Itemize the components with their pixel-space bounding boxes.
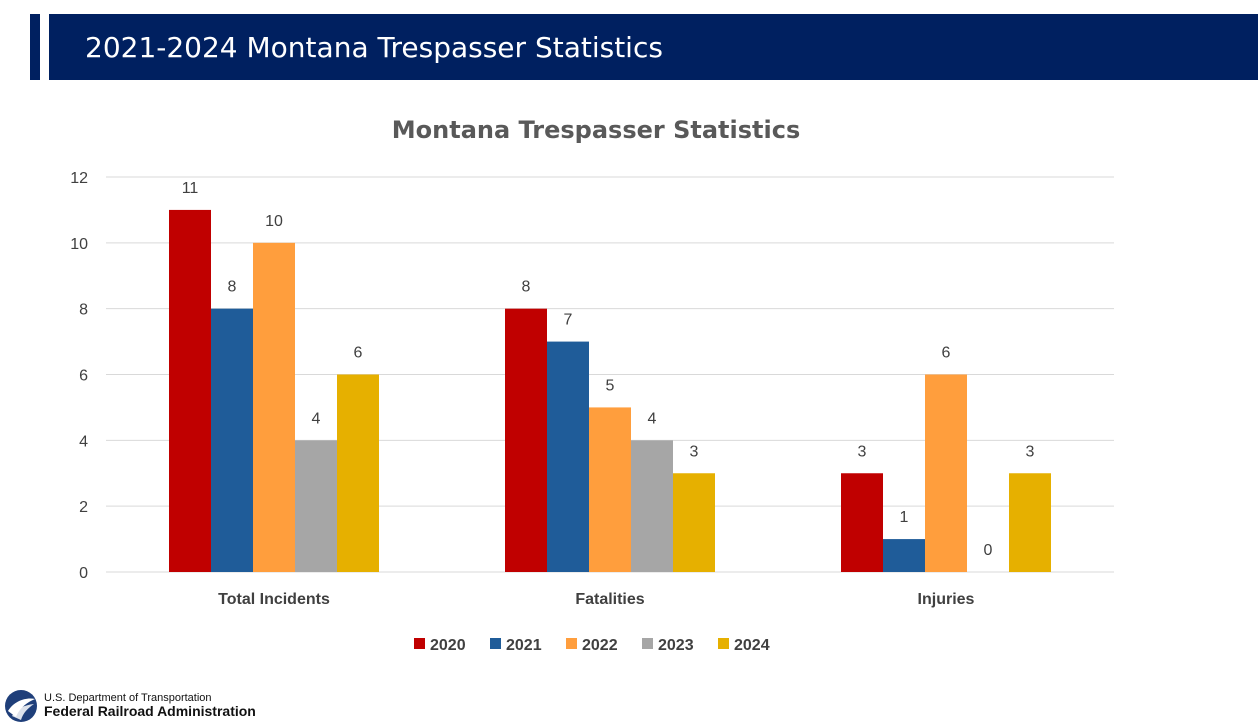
- category-label: Fatalities: [575, 591, 644, 608]
- data-label: 1: [900, 509, 909, 526]
- legend-swatch-2023: [642, 638, 653, 649]
- category-label: Total Incidents: [218, 591, 330, 608]
- footer: U.S. Department of Transportation Federa…: [4, 688, 256, 724]
- legend-label: 2023: [658, 637, 694, 654]
- legend-label: 2021: [506, 637, 542, 654]
- slide-header: 2021-2024 Montana Trespasser Statistics: [49, 14, 1258, 80]
- category-label: Injuries: [918, 591, 975, 608]
- legend-swatch-2024: [718, 638, 729, 649]
- legend-swatch-2020: [414, 638, 425, 649]
- legend-label: 2020: [430, 637, 466, 654]
- y-tick-label: 0: [79, 565, 88, 582]
- bar-2024: [337, 374, 379, 572]
- y-tick-label: 6: [79, 368, 88, 385]
- data-label: 3: [1026, 443, 1035, 460]
- bar-2024: [673, 473, 715, 572]
- legend-label: 2022: [582, 637, 618, 654]
- footer-department: U.S. Department of Transportation: [44, 691, 212, 704]
- data-label: 6: [942, 345, 951, 362]
- y-tick-label: 12: [70, 170, 88, 187]
- category-labels: Total Incidents Fatalities Injuries: [218, 591, 974, 608]
- data-labels: 11 8 10 4 6 8 7 5 4 3 3 1 6 0 3: [182, 180, 1035, 559]
- y-tick-label: 4: [79, 433, 88, 450]
- bar-2023: [295, 440, 337, 572]
- footer-agency: Federal Railroad Administration: [44, 703, 256, 720]
- bar-2021: [211, 308, 253, 572]
- legend-swatch-2021: [490, 638, 501, 649]
- data-label: 10: [265, 213, 283, 230]
- data-label: 3: [690, 443, 699, 460]
- data-label: 4: [648, 410, 657, 427]
- y-tick-label: 8: [79, 302, 88, 319]
- data-label: 8: [522, 279, 531, 296]
- chart-bars: [169, 209, 1051, 573]
- bar-chart: Montana Trespasser Statistics 024681012 …: [70, 116, 1114, 654]
- header-accent-bar: [30, 14, 40, 80]
- y-tick-label: 10: [70, 236, 88, 253]
- bar-2020: [505, 308, 547, 572]
- bar-2022: [925, 374, 967, 572]
- dot-logo-icon: [5, 690, 37, 722]
- data-label: 7: [564, 312, 573, 329]
- y-tick-label: 2: [79, 499, 88, 516]
- data-label: 4: [312, 410, 321, 427]
- bar-2021: [883, 539, 925, 572]
- data-label: 3: [858, 443, 867, 460]
- legend-label: 2024: [734, 637, 770, 654]
- bar-2021: [547, 341, 589, 572]
- bar-2022: [589, 407, 631, 572]
- data-label: 11: [182, 180, 199, 197]
- bar-2022: [253, 242, 295, 573]
- bar-2024: [1009, 473, 1051, 572]
- data-label: 8: [228, 279, 237, 296]
- bar-2020: [841, 473, 883, 572]
- bar-2023: [631, 440, 673, 572]
- y-axis-ticks: 0 2 4 6 8 10 12: [70, 170, 88, 582]
- data-label: 0: [984, 542, 993, 559]
- data-label: 5: [606, 377, 615, 394]
- bar-2020: [169, 209, 211, 572]
- legend-swatch-2022: [566, 638, 577, 649]
- data-label: 6: [354, 345, 363, 362]
- chart-title: Montana Trespasser Statistics: [392, 116, 800, 144]
- chart-legend: 2020 2021 2022 2023 2024: [414, 637, 770, 654]
- page-title: 2021-2024 Montana Trespasser Statistics: [85, 30, 663, 64]
